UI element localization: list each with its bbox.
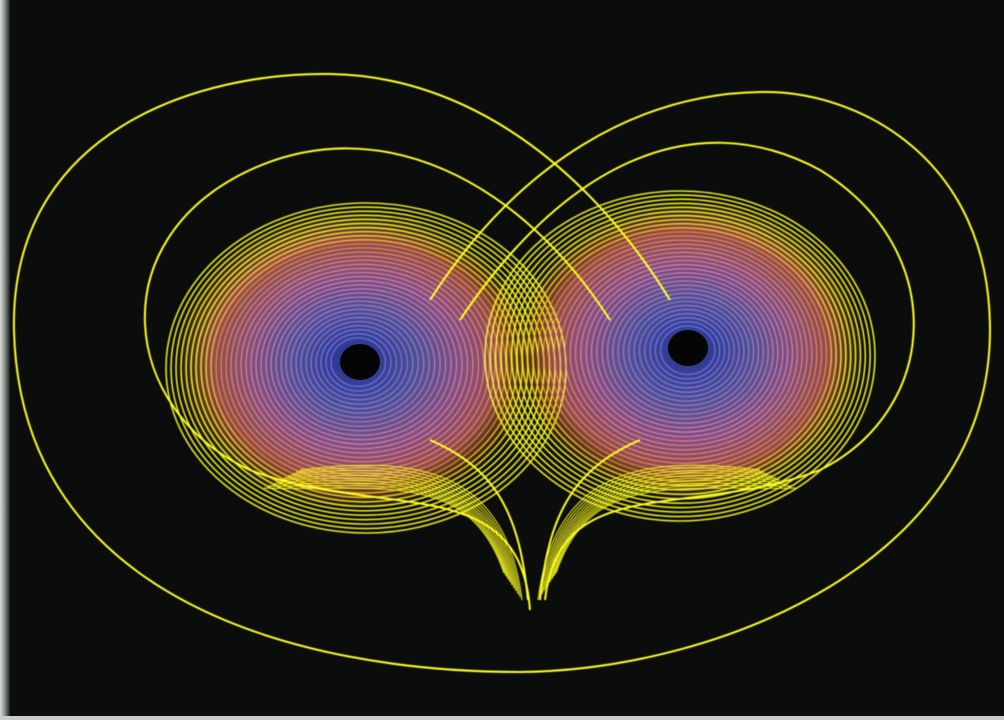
right-lobe-ring-15 [580, 264, 789, 442]
right-lobe-ring-17 [569, 255, 798, 451]
funnel-strand-left-2 [291, 469, 519, 595]
left-lobe-ring-2 [320, 329, 397, 396]
funnel-strand-left-0 [299, 464, 523, 601]
right-lobe-ring-11 [601, 280, 769, 424]
left-lobe-ring-8 [290, 304, 430, 423]
right-lobe-ring-4 [638, 309, 735, 393]
center-funnel-left [429, 439, 529, 601]
right-lobe-ring-19 [558, 247, 808, 460]
left-lobe-ring-1 [325, 333, 392, 392]
left-lobe-ring-13 [265, 284, 458, 445]
left-lobe-ring-22 [220, 247, 507, 485]
left-lobe-ring-10 [280, 296, 441, 432]
trajectory-lobes [12, 72, 992, 673]
left-lobe-ring-16 [250, 271, 474, 459]
right-lobe-ring-9 [612, 288, 760, 415]
funnel-strand-left-1 [295, 467, 521, 598]
left-lobe-ring-18 [240, 263, 485, 467]
right-lobe-ring-32 [489, 194, 871, 518]
film-edge-bottom [0, 716, 1004, 720]
funnel-strand-left-8 [267, 484, 507, 577]
left-lobe-ring-21 [225, 251, 501, 481]
film-edge-left [0, 0, 10, 720]
funnel-strand-left-6 [275, 479, 511, 583]
left-lobe-ring-0 [330, 337, 387, 387]
left-lobe-ring-14 [260, 280, 463, 450]
funnel-strand-right-2 [541, 469, 769, 595]
funnel-strand-right-9 [555, 487, 797, 574]
funnel-strand-right-1 [539, 467, 765, 598]
funnel-strand-right-6 [549, 479, 785, 583]
right-lobe-ring-26 [521, 218, 842, 491]
right-lobe-ring-16 [574, 259, 794, 447]
funnel-strand-right-5 [547, 477, 781, 586]
right-lobe-ring-29 [505, 206, 857, 505]
crossing-loop-2 [459, 141, 915, 601]
left-lobe-ring-9 [285, 300, 436, 427]
funnel-strand-right-3 [543, 472, 773, 592]
crossing-loop-1 [144, 147, 611, 611]
right-lobe-ring-2 [649, 317, 726, 384]
left-lobe-ring-6 [300, 312, 419, 414]
left-lobe-ring-11 [275, 292, 447, 436]
funnel-strand-right-4 [545, 474, 777, 589]
right-eye [668, 330, 708, 366]
right-lobe-ring-25 [526, 222, 837, 487]
attractor-eyes [340, 330, 708, 380]
right-lobe-ring-1 [654, 321, 721, 380]
right-lobe-ring-13 [590, 272, 779, 433]
funnel-strand-left-5 [279, 477, 513, 586]
right-lobe-ring-5 [633, 304, 740, 398]
left-lobe-ring-15 [255, 276, 469, 454]
left-lobe-ring-3 [315, 325, 403, 401]
right-lobe-ring-18 [564, 251, 803, 455]
left-lobe-ring-5 [305, 316, 414, 410]
right-lobe-ring-31 [494, 198, 867, 513]
right-lobe-ring-33 [484, 190, 876, 522]
right-lobe-ring-27 [516, 214, 847, 496]
left-lobe-ring-4 [310, 321, 408, 405]
left-lobe-ring-17 [245, 267, 480, 463]
funnel-strand-left-4 [283, 474, 515, 589]
left-lobe-ring-12 [270, 288, 452, 441]
right-lobe-ring-3 [644, 313, 730, 389]
right-lobe-ring-7 [622, 296, 750, 407]
right-lobe-ring-30 [500, 202, 862, 509]
right-lobe-ring-14 [585, 268, 784, 438]
funnel-strand-left-3 [287, 472, 517, 592]
left-lobe-ring-7 [295, 308, 425, 419]
funnel-strand-right-8 [553, 484, 793, 577]
right-lobe-ring-6 [628, 300, 745, 402]
funnel-strand-left-9 [263, 487, 505, 574]
right-lobe-ring-20 [553, 243, 813, 464]
funnel-strand-left-7 [271, 482, 509, 580]
outer-loop-left [12, 72, 671, 673]
right-lobe-ring-8 [617, 292, 755, 411]
outer-loop-right [429, 90, 992, 673]
left-eye [340, 344, 380, 380]
funnel-strand-right-7 [551, 482, 789, 580]
right-lobe-ring-0 [660, 325, 716, 375]
right-lobe-ring-22 [543, 235, 823, 473]
right-lobe-ring-10 [606, 284, 764, 420]
right-lobe-ring-12 [596, 276, 774, 429]
funnel-strand-right-0 [537, 464, 761, 601]
